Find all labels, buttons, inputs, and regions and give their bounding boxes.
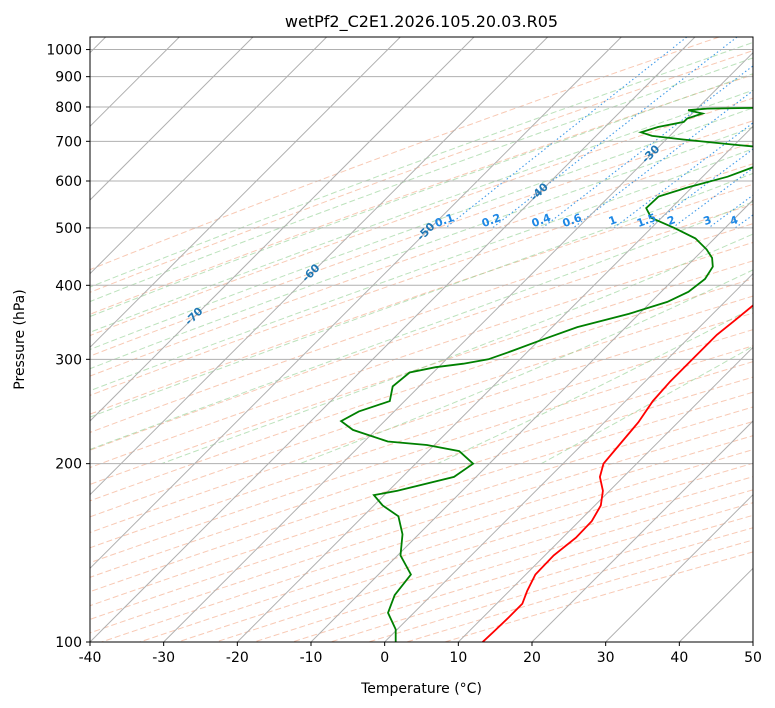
moist-adiabat — [299, 269, 753, 465]
mixing-ratio-line — [492, 37, 738, 229]
x-tick-label: -30 — [152, 650, 175, 666]
moist-adiabat — [90, 73, 753, 318]
mixing-ratio-label: 1.5 — [635, 211, 658, 230]
dry-adiabat — [444, 551, 753, 642]
y-tick-label: 900 — [55, 70, 82, 86]
isotherm-label: -20 — [749, 106, 772, 129]
y-tick-label: 700 — [55, 134, 82, 150]
x-tick-label: -10 — [300, 650, 323, 666]
moist-adiabat — [90, 172, 753, 418]
isotherm-gridline — [310, 199, 753, 642]
x-tick-label: -40 — [79, 650, 102, 666]
mixing-ratio-label: 3 — [702, 213, 714, 228]
dry-adiabat — [101, 435, 753, 642]
dry-adiabat — [90, 345, 753, 564]
isotherm-gridline — [457, 346, 753, 642]
isotherm-gridline — [605, 493, 753, 642]
moist-adiabat — [90, 89, 753, 333]
y-tick-label: 100 — [55, 635, 82, 651]
mixing-ratio-line — [613, 122, 753, 229]
x-tick-label: -20 — [226, 650, 249, 666]
y-axis-label: Pressure (hPa) — [12, 289, 28, 389]
x-tick-label: 50 — [744, 650, 762, 666]
chart-title: wetPf2_C2E1.2026.105.20.03.R05 — [285, 12, 558, 32]
moist-adiabat — [90, 201, 753, 451]
y-tick-label: 200 — [55, 457, 82, 473]
dry-adiabat — [90, 329, 753, 549]
isotherm-gridline — [678, 567, 753, 642]
isotherm-gridline — [90, 37, 254, 201]
moist-adiabat — [90, 57, 753, 303]
mixing-ratio-label: 0.2 — [480, 211, 503, 230]
isotherm-gridline — [90, 37, 696, 642]
dry-adiabat — [90, 74, 753, 315]
mixing-ratio-line — [734, 214, 753, 229]
moist-adiabat — [90, 126, 753, 370]
dewpoint-profile-line — [339, 106, 753, 642]
temperature-profile-line — [481, 304, 753, 642]
dry-adiabat — [292, 502, 753, 642]
mixing-ratio-line — [708, 194, 753, 229]
x-tick-label: 0 — [380, 650, 389, 666]
moist-adiabat — [161, 233, 753, 465]
isotherm-gridline — [752, 641, 753, 642]
isotherm-gridline — [163, 51, 753, 642]
mixing-ratio-line — [542, 65, 753, 229]
y-tick-label: 300 — [55, 352, 82, 368]
mixing-ratio-label: 0.6 — [561, 211, 584, 230]
moist-adiabat — [90, 148, 753, 392]
dry-adiabat — [90, 163, 753, 396]
dry-adiabat — [90, 97, 753, 337]
isotherm-gridline — [531, 420, 753, 642]
y-tick-label: 1000 — [46, 43, 82, 59]
dry-adiabat — [177, 462, 753, 642]
dry-adiabat — [90, 376, 753, 593]
chart-series — [339, 106, 753, 642]
moist-adiabat — [540, 345, 753, 465]
mixing-ratio-label: 0.1 — [433, 211, 456, 230]
y-tick-label: 800 — [55, 100, 82, 116]
mixing-ratio-label: 0.4 — [530, 211, 553, 230]
isotherm-gridline — [90, 37, 401, 349]
chart-line-labels: -100-90-80-70-60-50-40-30-20-10010203040… — [182, 106, 775, 328]
dry-adiabat — [90, 203, 753, 433]
isotherm-gridline — [90, 37, 328, 275]
mixing-ratio-label: 6 — [767, 213, 775, 228]
isotherm-gridline — [384, 272, 753, 642]
moist-adiabat — [90, 107, 753, 351]
mixing-ratio-line — [672, 167, 753, 229]
isotherm-gridline — [90, 37, 475, 422]
x-tick-label: 40 — [670, 650, 688, 666]
x-axis-label: Temperature (°C) — [360, 681, 482, 697]
dry-adiabat — [90, 50, 753, 293]
isotherm-gridline — [90, 37, 549, 496]
mixing-ratio-label: 1 — [607, 213, 619, 228]
isotherm-gridline — [90, 37, 622, 570]
plot-frame — [89, 36, 754, 643]
dry-adiabat — [90, 391, 753, 607]
chart-grid — [90, 37, 753, 642]
y-tick-label: 600 — [55, 174, 82, 190]
dry-adiabat — [90, 37, 720, 271]
axis-ticks: -40 -30 -20 -10 0 10 20 30 40 50 100 200 300 400 500 60… — [46, 43, 762, 666]
mixing-ratio-line — [572, 90, 753, 229]
dry-adiabat — [90, 278, 753, 502]
dry-adiabat — [90, 183, 753, 415]
x-tick-label: 10 — [449, 650, 467, 666]
y-tick-label: 400 — [55, 278, 82, 294]
x-tick-label: 30 — [597, 650, 615, 666]
mixing-ratio-label: 2 — [665, 213, 677, 228]
dry-adiabat — [90, 295, 753, 518]
mixing-ratio-label: 4 — [728, 213, 740, 228]
isotherm-gridline — [236, 125, 753, 642]
dry-adiabat — [90, 241, 753, 469]
dry-adiabat — [90, 142, 753, 377]
x-tick-label: 20 — [523, 650, 541, 666]
moist-adiabat — [90, 41, 753, 288]
y-tick-label: 500 — [55, 221, 82, 237]
